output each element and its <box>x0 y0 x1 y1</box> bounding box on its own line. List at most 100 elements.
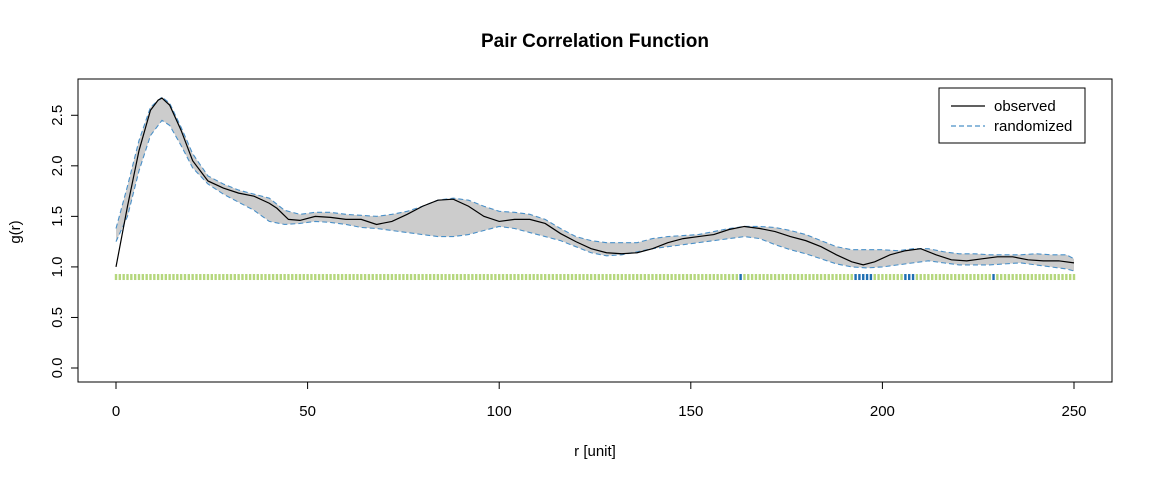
test-strip-tick <box>919 274 922 281</box>
test-strip-tick <box>283 274 286 281</box>
test-strip-tick <box>789 274 792 281</box>
test-strip-layer <box>114 274 1076 281</box>
legend: observed randomized <box>938 87 1086 144</box>
test-strip-tick <box>248 274 252 281</box>
test-strip-tick <box>823 274 827 281</box>
test-strip-tick <box>762 274 765 281</box>
test-strip-tick <box>233 274 236 281</box>
test-strip-tick <box>704 274 708 281</box>
test-strip-tick-significant <box>908 274 911 281</box>
test-strip-tick <box>241 274 244 281</box>
test-strip-tick <box>712 274 715 281</box>
test-strip-tick <box>796 274 800 281</box>
test-strip-tick <box>298 274 302 281</box>
test-strip-tick <box>816 274 819 281</box>
test-strip-tick <box>750 274 754 281</box>
test-strip-tick <box>777 274 781 281</box>
test-strip-tick <box>268 274 271 281</box>
test-strip-tick <box>950 274 953 281</box>
test-strip-tick <box>379 274 382 281</box>
test-strip-tick <box>256 274 259 281</box>
x-tick-label: 150 <box>678 403 703 420</box>
test-strip-tick <box>237 274 240 281</box>
test-strip-tick <box>961 274 965 281</box>
test-strip-tick <box>195 274 198 281</box>
test-strip-tick <box>724 274 727 281</box>
test-strip-tick-significant <box>911 274 915 281</box>
test-strip-tick <box>337 274 340 281</box>
test-strip-tick <box>229 274 233 281</box>
test-strip-tick <box>566 274 570 281</box>
test-strip-tick <box>517 274 520 281</box>
test-strip-tick <box>624 274 627 281</box>
randomized-lower-line <box>115 119 1075 272</box>
chart-title: Pair Correlation Function <box>481 31 709 52</box>
test-strip-tick <box>781 274 784 281</box>
x-tick-label: 200 <box>870 403 895 420</box>
test-strip-tick <box>302 274 305 281</box>
test-strip-tick <box>543 274 547 281</box>
test-strip-tick <box>1034 274 1037 281</box>
test-strip-tick <box>727 274 731 281</box>
y-tick-label: 1.0 <box>49 256 66 277</box>
test-strip-tick <box>685 274 689 281</box>
test-strip-tick <box>555 274 558 281</box>
test-strip-tick <box>356 274 359 281</box>
test-strip-tick <box>877 274 880 281</box>
test-strip-tick <box>589 274 593 281</box>
test-strip-tick <box>766 274 769 281</box>
test-strip-tick <box>260 274 263 281</box>
test-strip-tick <box>980 274 984 281</box>
test-strip-tick <box>658 274 662 281</box>
test-strip-tick <box>586 274 589 281</box>
test-strip-tick <box>478 274 482 281</box>
test-strip-tick <box>352 274 355 281</box>
test-strip-tick <box>360 274 363 281</box>
test-strip-tick <box>206 274 210 281</box>
test-strip-tick <box>406 274 409 281</box>
test-strip-tick-significant <box>858 274 861 281</box>
test-strip-tick <box>720 274 723 281</box>
test-strip-tick <box>536 274 539 281</box>
test-strip-tick <box>647 274 650 281</box>
test-strip-tick <box>666 274 670 281</box>
test-strip-tick <box>923 274 926 281</box>
test-strip-tick <box>1026 274 1030 281</box>
test-strip-tick <box>999 274 1003 281</box>
test-strip-tick <box>850 274 853 281</box>
test-strip-tick <box>988 274 991 281</box>
test-strip-tick <box>1049 274 1053 281</box>
test-strip-tick <box>524 274 528 281</box>
test-strip-tick <box>475 274 478 281</box>
test-strip-tick <box>222 274 225 281</box>
test-strip-tick <box>1045 274 1049 281</box>
test-strip-tick <box>287 274 290 281</box>
test-strip-tick <box>582 274 585 281</box>
test-strip-tick <box>900 274 903 281</box>
test-strip-tick <box>934 274 938 281</box>
test-strip-tick <box>655 274 658 281</box>
test-strip-tick <box>1042 274 1045 281</box>
test-strip-tick <box>892 274 896 281</box>
test-strip-tick <box>896 274 899 281</box>
test-strip-tick-significant <box>854 274 857 281</box>
test-strip-tick <box>153 274 156 281</box>
test-strip-tick <box>846 274 850 281</box>
y-tick-label: 1.5 <box>49 206 66 227</box>
test-strip-tick <box>1038 274 1041 281</box>
test-strip-tick <box>1011 274 1014 281</box>
test-strip-tick <box>800 274 804 281</box>
test-strip-tick <box>1057 274 1060 281</box>
test-strip-tick <box>183 274 187 281</box>
test-strip-tick <box>528 274 532 281</box>
test-strip-tick <box>471 274 474 281</box>
test-strip-tick <box>214 274 217 281</box>
test-strip-tick <box>344 274 348 281</box>
test-strip-tick <box>440 274 443 281</box>
test-strip-tick <box>317 274 321 281</box>
test-strip-tick <box>225 274 229 281</box>
test-strip-tick <box>275 274 279 281</box>
test-strip-tick <box>635 274 639 281</box>
test-strip-tick <box>306 274 309 281</box>
